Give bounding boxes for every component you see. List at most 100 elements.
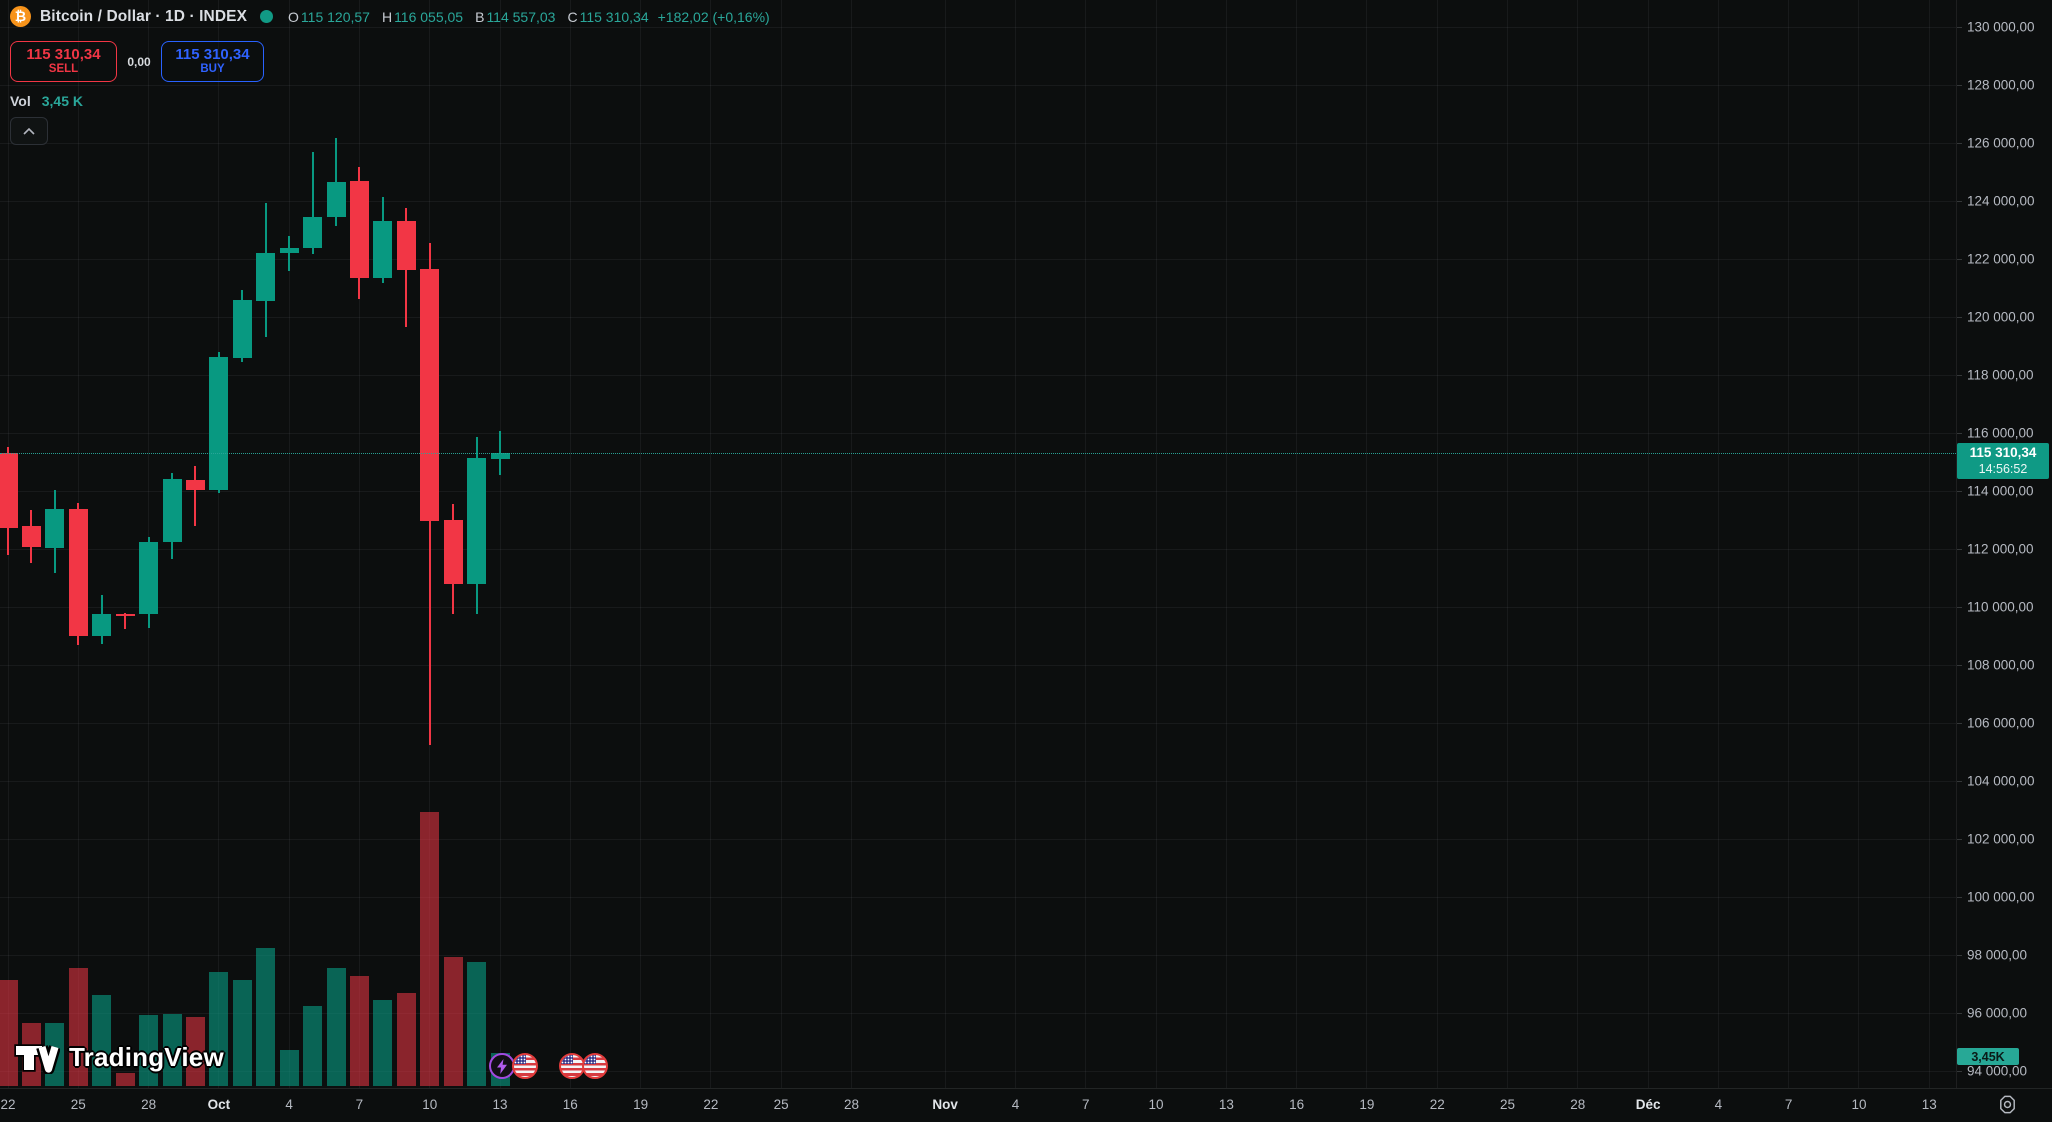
symbol-title[interactable]: Bitcoin / Dollar · 1D · INDEX [40,7,248,25]
time-axis-month-label: Oct [207,1097,231,1112]
market-open-dot-icon [260,10,274,23]
vertical-gridline [640,0,642,1088]
horizontal-gridline [0,722,1956,724]
bitcoin-logo-icon: ₿ [10,6,31,27]
tradingview-logo-icon [14,1044,60,1074]
price-axis-tick-label: 122 000,00 [1967,251,2035,267]
vertical-gridline [850,0,852,1088]
vertical-gridline [1366,0,1368,1088]
horizontal-gridline [0,258,1956,260]
time-axis-tick-label: 22 [0,1097,16,1112]
vertical-gridline [1225,0,1227,1088]
horizontal-gridline [0,548,1956,550]
vertical-gridline [1577,0,1579,1088]
price-axis-tick-label: 104 000,00 [1967,773,2035,789]
price-axis-tick-label: 94 000,00 [1967,1063,2028,1079]
price-axis-tick-mark [1957,665,1962,666]
collapse-pane-button[interactable] [10,117,48,145]
horizontal-gridline [0,780,1956,782]
time-axis-tick-label: 25 [70,1097,86,1112]
time-axis-tick-label: 16 [1289,1097,1305,1112]
candle-body [303,216,323,248]
time-axis-tick-label: 4 [285,1097,293,1112]
price-axis-tick-label: 118 000,00 [1967,367,2034,383]
vertical-gridline [1296,0,1298,1088]
vertical-gridline [499,0,501,1088]
time-axis-tick-label: 22 [703,1097,719,1112]
volume-bar [0,979,18,1086]
horizontal-gridline [0,374,1956,376]
economic-event-us-flag-icon[interactable] [582,1053,609,1079]
horizontal-gridline [0,838,1956,840]
buy-button[interactable]: 115 310,34 BUY [161,41,264,82]
volume-bar [232,979,252,1086]
volume-bar [326,968,346,1086]
vertical-gridline [1928,0,1930,1088]
vertical-gridline [1155,0,1157,1088]
price-axis[interactable]: 130 000,00 128 000,00 126 000,00 124 000,00… [1956,0,2052,1088]
time-axis-tick-label: 4 [1011,1097,1020,1112]
tradingview-watermark[interactable]: TradingView [13,1040,224,1074]
price-axis-tick-label: 130 000,00 [1967,19,2035,35]
candle-body [209,357,229,490]
economic-event-us-flag-icon[interactable] [558,1053,585,1079]
chart-pane[interactable] [0,0,1956,1088]
candle-body [115,614,135,616]
volume-indicator-row: Vol 3,45 K [10,93,83,109]
price-axis-tick-label: 126 000,00 [1967,135,2035,151]
price-axis-tick-mark [1957,143,1962,144]
candle-body [162,478,182,543]
vertical-gridline [1014,0,1016,1088]
ohlc-values: O 115 120,57 H 116 055,05 B 114 557,03 C 115 31… [288,9,649,25]
chevron-up-icon [23,127,35,135]
volume-bar [162,1014,182,1086]
horizontal-gridline [0,200,1956,202]
price-axis-tick-mark [1957,85,1962,86]
price-axis-tick-mark [1957,259,1962,260]
price-axis-tick-label: 106 000,00 [1967,715,2035,731]
horizontal-gridline [0,1070,1956,1072]
price-axis-tick-label: 114 000,00 [1967,483,2034,499]
ohlc-item: B 114 557,03 [475,8,556,25]
volume-indicator-label[interactable]: Vol [10,93,31,109]
tradingview-watermark-text: TradingView [69,1041,224,1072]
economic-event-bolt-icon[interactable] [488,1053,515,1079]
volume-indicator-value: 3,45 K [41,93,83,109]
time-axis[interactable]: 22 25 28 Oct 4 7 10 13 16 19 22 25 28 Nov 4 7 10 13 16 19 22… [0,1088,2052,1122]
spread-value: 0,00 [127,54,151,69]
current-price-label: 115 310,34 14:56:52 [1957,443,2049,479]
vertical-gridline [710,0,712,1088]
vertical-gridline [569,0,571,1088]
sell-button[interactable]: 115 310,34 SELL [10,41,117,82]
economic-event-us-flag-icon[interactable] [511,1053,538,1079]
price-axis-tick-mark [1957,27,1962,28]
price-axis-tick-mark [1957,955,1962,956]
time-axis-tick-label: 7 [1082,1097,1090,1112]
us-flag-canton [584,1055,597,1064]
candle-body [326,181,346,218]
candle-body [373,221,393,279]
horizontal-gridline [0,896,1956,898]
horizontal-gridline [0,606,1956,608]
vertical-gridline [1085,0,1087,1088]
candle-wick [311,151,314,255]
price-axis-tick-label: 128 000,00 [1967,77,2035,93]
time-axis-tick-label: 28 [843,1097,859,1112]
time-axis-tick-label: 10 [422,1097,438,1112]
volume-bar [373,999,393,1086]
volume-bar [279,1049,299,1086]
ohlc-item: H 116 055,05 [381,8,464,25]
us-flag-canton [560,1055,573,1064]
price-axis-tick-label: 98 000,00 [1967,947,2028,963]
price-axis-tick-mark [1957,549,1962,550]
volume-bar [443,956,463,1086]
order-panel: 115 310,34 SELL 0,00 115 310,34 BUY [10,41,264,82]
price-axis-tick-mark [1957,839,1962,840]
axis-settings-gear-icon[interactable] [1996,1093,2019,1116]
buy-price: 115 310,34 [175,45,250,63]
volume-bar [256,948,276,1086]
volume-bar [349,976,369,1086]
time-axis-tick-label: 13 [1218,1097,1234,1112]
vertical-gridline [358,0,360,1088]
